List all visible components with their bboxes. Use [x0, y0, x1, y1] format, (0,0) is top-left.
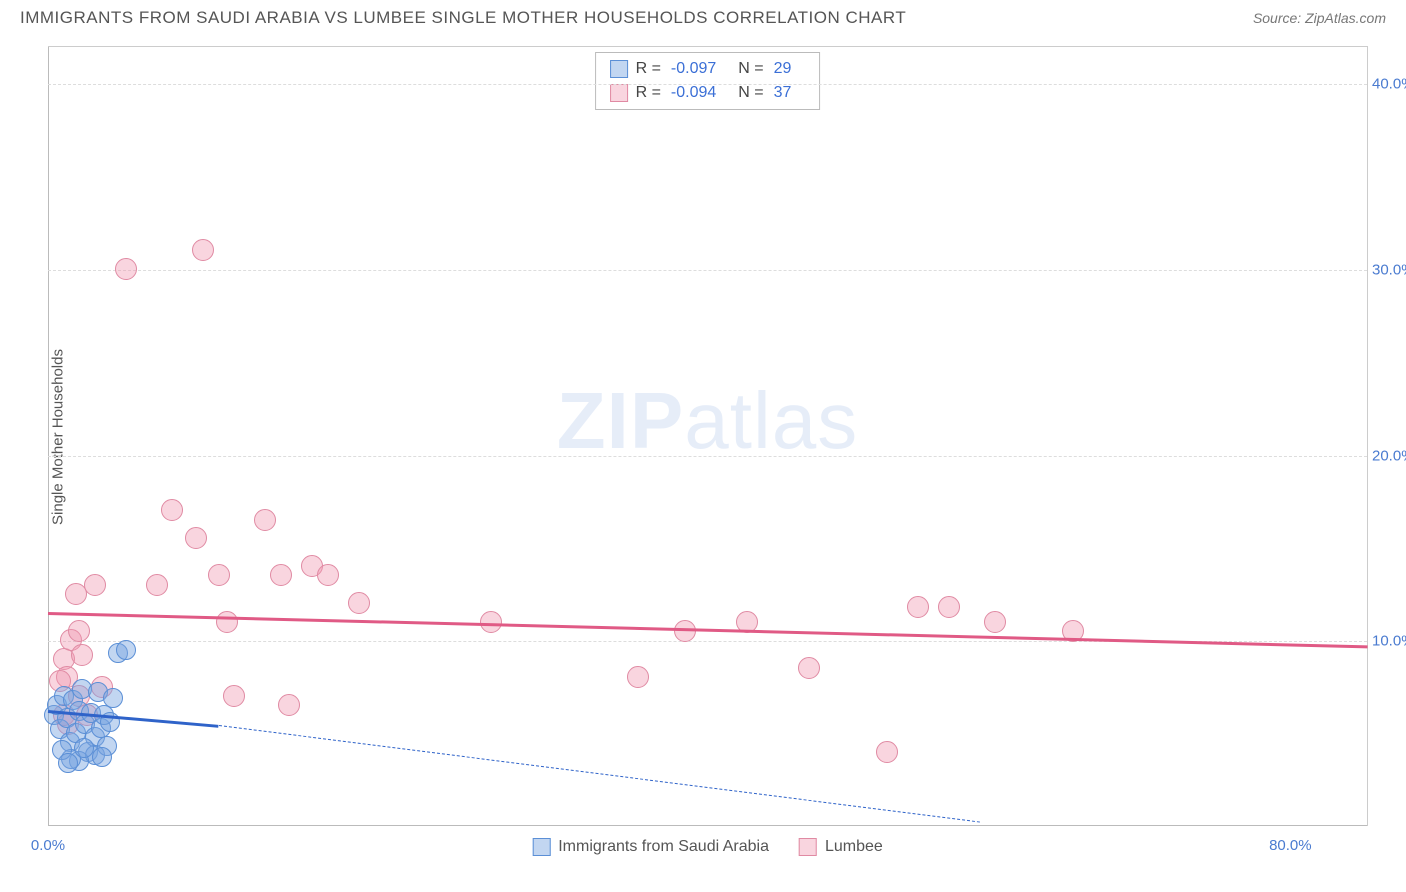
- lumbee-point: [984, 611, 1006, 633]
- saudi-point: [58, 753, 78, 773]
- chart-title: IMMIGRANTS FROM SAUDI ARABIA VS LUMBEE S…: [20, 8, 906, 28]
- x-tick-label: 80.0%: [1269, 837, 1312, 854]
- legend-label: Immigrants from Saudi Arabia: [558, 838, 769, 856]
- stats-legend: R = -0.097 N = 29 R = -0.094 N = 37: [595, 52, 821, 110]
- chart-plot-area: Single Mother Households ZIPatlas R = -0…: [48, 46, 1368, 826]
- gridline: [48, 270, 1367, 271]
- lumbee-point: [627, 666, 649, 688]
- lumbee-point: [907, 596, 929, 618]
- gridline: [48, 84, 1367, 85]
- y-tick-label: 10.0%: [1372, 633, 1406, 650]
- lumbee-point: [254, 509, 276, 531]
- lumbee-point: [68, 620, 90, 642]
- legend-swatch-lumbee: [799, 838, 817, 856]
- source-label: Source: ZipAtlas.com: [1253, 10, 1386, 26]
- legend-swatch-saudi: [532, 838, 550, 856]
- lumbee-point: [317, 564, 339, 586]
- saudi-point: [103, 688, 123, 708]
- lumbee-point: [216, 611, 238, 633]
- lumbee-point: [348, 592, 370, 614]
- lumbee-trendline: [48, 612, 1368, 648]
- legend-item-lumbee: Lumbee: [799, 838, 883, 856]
- lumbee-point: [192, 239, 214, 261]
- saudi-point: [116, 640, 136, 660]
- lumbee-point: [270, 564, 292, 586]
- saudi-point: [92, 747, 112, 767]
- legend-swatch-lumbee: [610, 84, 628, 102]
- legend-label: Lumbee: [825, 838, 883, 856]
- y-tick-label: 20.0%: [1372, 447, 1406, 464]
- lumbee-point: [161, 499, 183, 521]
- lumbee-point: [146, 574, 168, 596]
- watermark: ZIPatlas: [557, 375, 858, 467]
- y-tick-label: 30.0%: [1372, 261, 1406, 278]
- lumbee-point: [223, 685, 245, 707]
- x-axis-line: [48, 825, 1367, 826]
- lumbee-point: [938, 596, 960, 618]
- saudi-point: [74, 738, 94, 758]
- gridline: [48, 456, 1367, 457]
- legend-swatch-saudi: [610, 60, 628, 78]
- saudi-trendline-extrapolated: [219, 725, 980, 823]
- lumbee-point: [84, 574, 106, 596]
- legend-item-saudi: Immigrants from Saudi Arabia: [532, 838, 769, 856]
- lumbee-point: [480, 611, 502, 633]
- lumbee-point: [115, 258, 137, 280]
- y-tick-label: 40.0%: [1372, 76, 1406, 93]
- x-tick-label: 0.0%: [31, 837, 65, 854]
- stats-legend-row: R = -0.097 N = 29: [610, 57, 806, 81]
- series-legend: Immigrants from Saudi Arabia Lumbee: [532, 838, 883, 856]
- lumbee-point: [278, 694, 300, 716]
- lumbee-point: [208, 564, 230, 586]
- lumbee-point: [798, 657, 820, 679]
- lumbee-point: [876, 741, 898, 763]
- y-axis-label: Single Mother Households: [50, 349, 67, 525]
- lumbee-point: [185, 527, 207, 549]
- lumbee-point: [71, 644, 93, 666]
